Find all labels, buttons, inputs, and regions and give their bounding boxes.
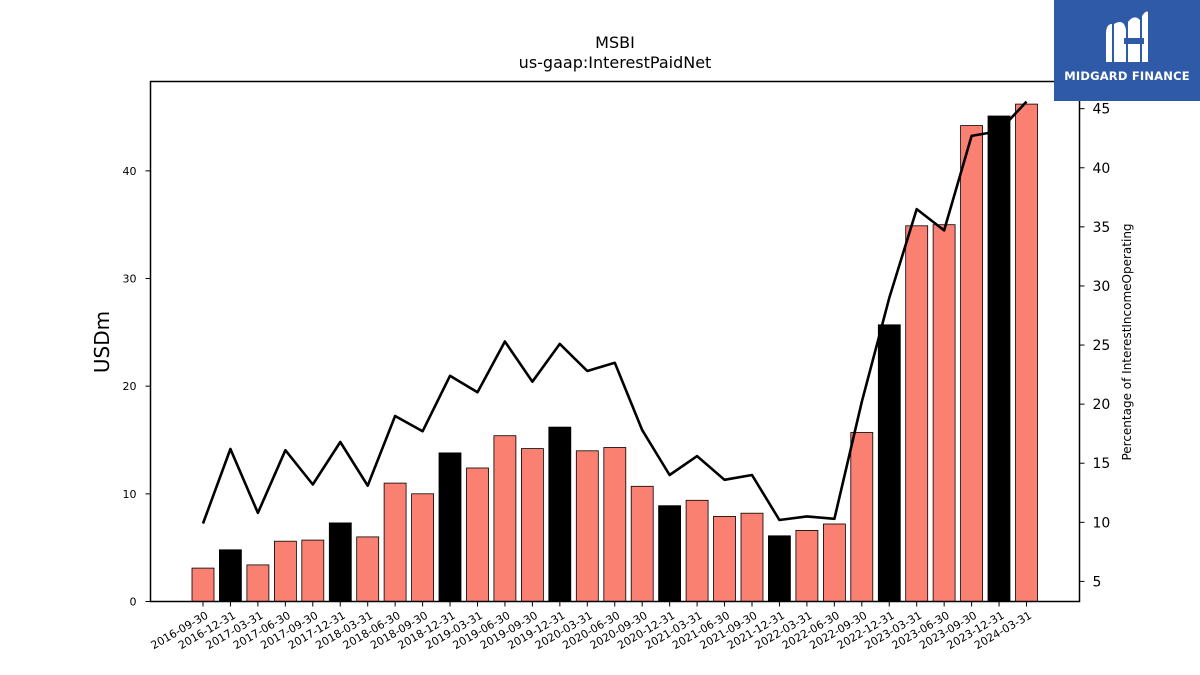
bar-2023-09-30 [960, 125, 983, 602]
chart-title: MSBI [595, 33, 635, 52]
bar-2021-12-31 [768, 535, 791, 602]
ratio-line [201, 100, 1028, 524]
bar-2024-03-31 [1015, 103, 1038, 602]
bar-2019-06-30 [493, 435, 517, 602]
x-axis-ticks: 2016-09-302016-12-312017-03-312017-06-30… [149, 601, 1034, 652]
bar-2020-12-31 [658, 505, 681, 602]
y-tick-label: 20 [123, 380, 137, 393]
bar-2022-09-30 [850, 432, 874, 602]
bar-2017-12-31 [328, 522, 352, 602]
y2-tick-label: 15 [1093, 456, 1111, 472]
y2-tick-label: 25 [1093, 338, 1111, 354]
y2-axis-label: Percentage of InterestIncomeOperating [1120, 223, 1134, 460]
bar-2020-03-31 [575, 450, 599, 602]
y-tick-label: 30 [123, 273, 137, 286]
y2-tick-label: 45 [1093, 102, 1111, 118]
bar-2021-06-30 [713, 516, 736, 602]
brand-logo: MIDGARD FINANCE [1054, 0, 1200, 101]
y2-tick-label: 30 [1093, 279, 1111, 295]
bar-2017-03-31 [246, 564, 270, 602]
bar-2016-09-30 [191, 567, 215, 602]
y2-tick-label: 5 [1093, 574, 1102, 590]
bar-2022-12-31 [877, 324, 901, 602]
bar-2023-06-30 [932, 224, 956, 602]
bar-2022-06-30 [823, 523, 846, 602]
bar-2017-09-30 [301, 539, 325, 602]
bar-2018-09-30 [411, 493, 435, 602]
bar-2022-03-31 [795, 530, 819, 602]
bar-2023-12-31 [987, 115, 1011, 602]
chart-subtitle: us-gaap:InterestPaidNet [519, 53, 712, 72]
bar-2017-06-30 [273, 540, 297, 602]
bar-2021-03-31 [685, 499, 709, 602]
bar-2019-03-31 [466, 467, 489, 602]
y2-tick-label: 35 [1093, 220, 1111, 236]
y-tick-label: 0 [130, 596, 137, 609]
left-axis-ticks: 0 10 20 30 40 [123, 165, 151, 609]
right-axis-ticks: 5 10 15 20 25 30 35 40 45 [1079, 102, 1111, 590]
bar-2019-09-30 [521, 448, 544, 602]
logo-text: MIDGARD FINANCE [1064, 69, 1190, 83]
y-axis-label: USDm [90, 311, 114, 373]
bar-2020-09-30 [630, 485, 654, 602]
y2-tick-label: 40 [1093, 161, 1111, 177]
bar-2019-12-31 [548, 426, 572, 602]
y-tick-label: 40 [123, 165, 137, 178]
bar-series [191, 103, 1038, 602]
bar-2021-09-30 [740, 512, 764, 602]
y2-tick-label: 10 [1093, 515, 1111, 531]
bar-2018-06-30 [383, 482, 407, 602]
bar-2018-03-31 [356, 536, 380, 602]
y2-tick-label: 20 [1093, 397, 1111, 413]
y-tick-label: 10 [123, 488, 137, 501]
bar-2016-12-31 [218, 549, 242, 602]
logo-mark-icon [1106, 11, 1148, 62]
bar-2018-12-31 [438, 452, 462, 602]
bar-2020-06-30 [603, 447, 627, 602]
bar-2023-03-31 [905, 225, 929, 602]
